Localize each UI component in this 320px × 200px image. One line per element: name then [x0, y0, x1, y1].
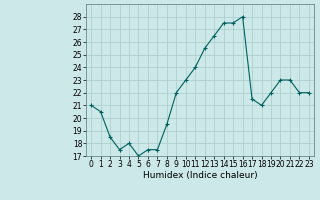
X-axis label: Humidex (Indice chaleur): Humidex (Indice chaleur) — [143, 171, 257, 180]
